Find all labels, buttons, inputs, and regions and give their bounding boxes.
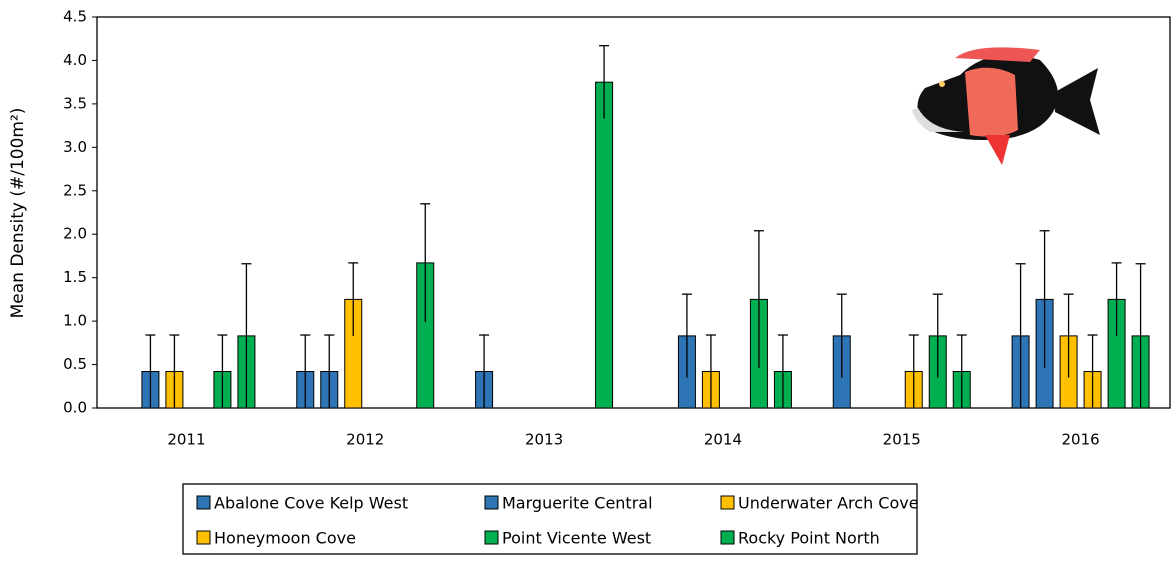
error-bar [324, 334, 335, 408]
legend-box [182, 483, 918, 555]
error-bar [836, 293, 847, 378]
error-bar [241, 263, 252, 408]
legend-swatch [196, 530, 211, 545]
error-bar [932, 293, 943, 378]
x-tick-label: 2014 [704, 431, 742, 449]
legend-label: Honeymoon Cove [214, 529, 356, 548]
y-tick-label: 0.0 [63, 399, 87, 417]
x-tick-label: 2013 [525, 431, 563, 449]
y-tick-label: 2.5 [63, 181, 87, 199]
y-tick-label: 4.0 [63, 51, 87, 69]
error-bar [705, 334, 716, 408]
x-tick-label: 2011 [167, 431, 205, 449]
error-bar [908, 334, 919, 408]
legend-swatch [720, 530, 735, 545]
error-bar [217, 334, 228, 408]
legend-label: Marguerite Central [502, 494, 653, 513]
error-bar [1111, 262, 1122, 336]
error-bar [1015, 263, 1026, 408]
error-bar [777, 334, 788, 408]
fish-illustration [912, 47, 1100, 165]
error-bar [348, 262, 359, 336]
error-bar [1039, 230, 1050, 369]
error-bar [753, 230, 764, 369]
error-bar [599, 45, 610, 119]
error-bar [1135, 263, 1146, 408]
y-tick-label: 1.5 [63, 268, 87, 286]
plot-frame [96, 16, 1171, 409]
bar [595, 81, 614, 409]
error-bar [681, 293, 692, 378]
error-bar [300, 334, 311, 408]
y-tick-label: 3.5 [63, 94, 87, 112]
y-axis-label: Mean Density (#/100m²) [8, 108, 28, 319]
y-tick-label: 1.0 [63, 312, 87, 330]
legend-swatch [484, 530, 499, 545]
error-bar [145, 334, 156, 408]
error-bar [956, 334, 967, 408]
error-bar [169, 334, 180, 408]
error-bar [1063, 293, 1074, 378]
legend-swatch [196, 495, 211, 510]
x-tick-label: 2016 [1061, 431, 1099, 449]
x-tick-label: 2015 [883, 431, 921, 449]
legend-label: Point Vicente West [502, 529, 651, 548]
y-tick-label: 2.0 [63, 225, 87, 243]
x-tick-label: 2012 [346, 431, 384, 449]
y-tick-label: 4.5 [63, 8, 87, 26]
legend-swatch [484, 495, 499, 510]
legend-label: Rocky Point North [738, 529, 880, 548]
legend-label: Underwater Arch Cove [738, 494, 919, 513]
error-bar [479, 334, 490, 408]
error-bar [1087, 334, 1098, 408]
y-tick-label: 0.5 [63, 355, 87, 373]
error-bar [420, 203, 431, 322]
legend-label: Abalone Cove Kelp West [214, 494, 408, 513]
y-tick-label: 3.0 [63, 138, 87, 156]
legend-swatch [720, 495, 735, 510]
